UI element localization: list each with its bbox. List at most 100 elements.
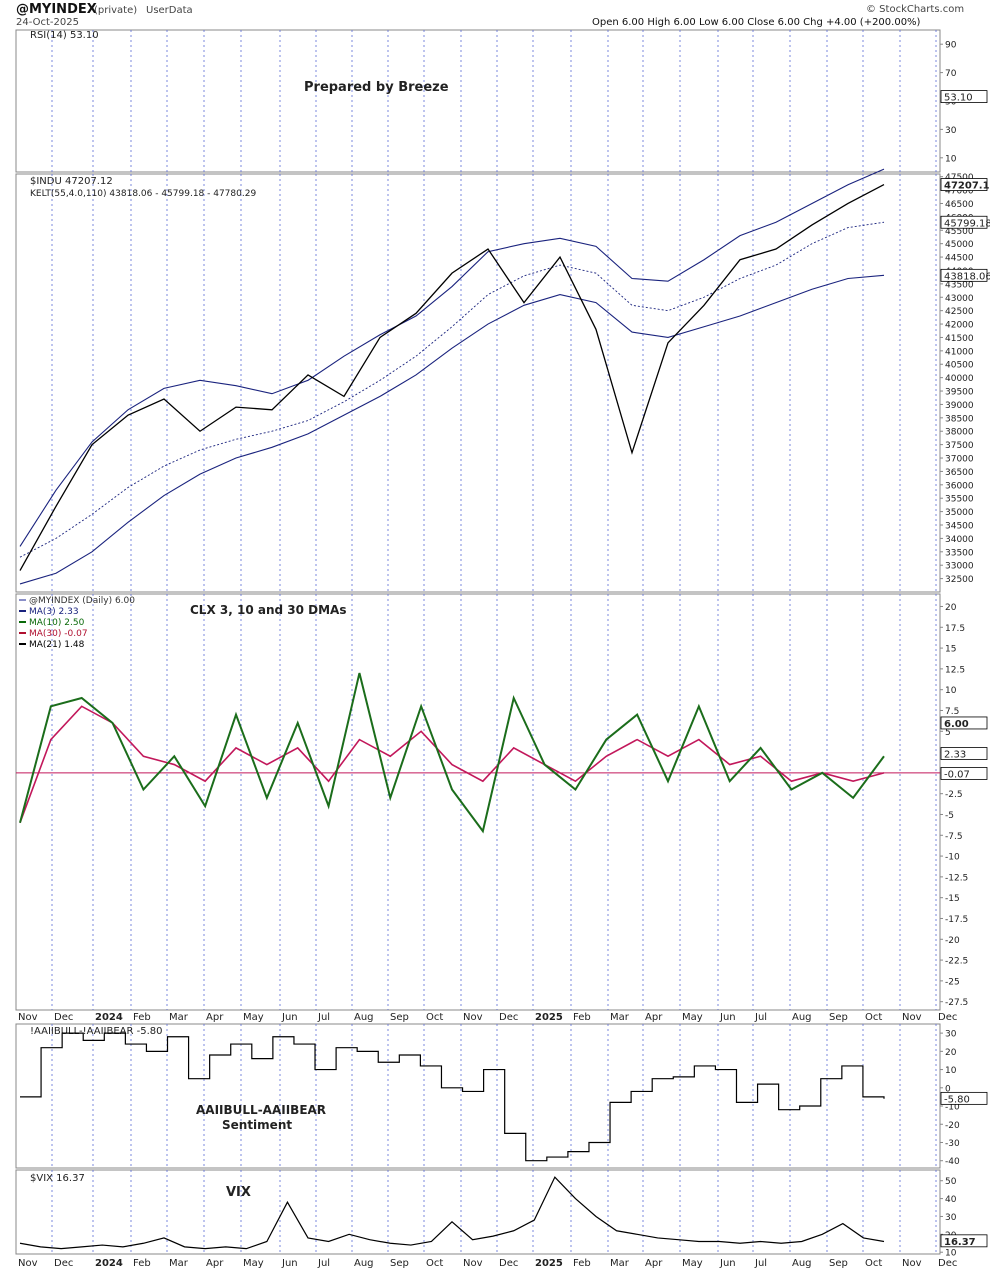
price-axis-tick-label: 33500 (945, 548, 974, 558)
clx-axis-tick-label: 20 (945, 603, 957, 613)
vix-x-axis-label: Nov (463, 1258, 483, 1269)
sentiment-axis-tick-label: 30 (945, 1030, 957, 1040)
clx-axis-tick-label: -2.5 (945, 790, 963, 800)
vix-axis-tick-label: 30 (945, 1213, 957, 1223)
vix-x-axis-label: Dec (499, 1258, 518, 1269)
ohlc-readout: Open 6.00 High 6.00 Low 6.00 Close 6.00 … (592, 17, 921, 28)
clx-x-axis-label: Oct (865, 1012, 882, 1023)
price-axis-tick-label: 36500 (945, 468, 974, 478)
price-axis-tick-label: 41000 (945, 347, 974, 357)
rsi-legend: RSI(14) 53.10 (30, 30, 99, 41)
vix-x-axis-label: Sep (390, 1258, 409, 1269)
price-line (19, 183, 885, 571)
chart-privacy: (private) (94, 5, 138, 16)
vix-x-axis-label: Feb (133, 1258, 151, 1269)
ma3-last-value: 2.33 (944, 749, 966, 760)
vix-x-axis-label: 2025 (535, 1258, 563, 1269)
price-axis-tick-label: 37000 (945, 455, 974, 465)
price-axis-tick-label: 42500 (945, 307, 974, 317)
price-axis-tick-label: 45000 (945, 240, 974, 250)
price-axis-tick-label: 43500 (945, 280, 974, 290)
panel-frame-clx (15, 593, 941, 1011)
clx-x-axis-label: Nov (18, 1012, 38, 1023)
vix-last-value-box (940, 1234, 988, 1248)
price-axis-tick-label: 32500 (945, 575, 974, 585)
price-axis-tick-label: 37500 (945, 441, 974, 451)
vix-last-value: 16.37 (944, 1237, 976, 1248)
price-axis-tick-label: 40000 (945, 374, 974, 384)
clx-axis-tick-label: -5 (945, 811, 954, 821)
kelt-middle-last-value-box (940, 215, 988, 229)
clx-legend-entry: MA(10) 2.50 (29, 618, 85, 628)
price-axis-tick-label: 42000 (945, 321, 974, 331)
price-axis-tick-label: 40500 (945, 361, 974, 371)
price-axis-tick-label: 35000 (945, 508, 974, 518)
vix-x-axis-label: 2024 (95, 1258, 123, 1269)
ma30-last-value: -0.07 (944, 769, 970, 780)
kelt-middle-last-value: 45799.18 (944, 218, 990, 229)
rsi-last-value: 53.10 (944, 93, 973, 104)
panel-frame-vix (15, 1169, 941, 1255)
sentiment-line (20, 1032, 885, 1162)
clx-legend-entry: MA(21) 1.48 (29, 640, 85, 650)
panel-frame-rsi (15, 29, 941, 173)
vix-x-axis-label: Oct (426, 1258, 443, 1269)
clx-legend-entry: MA(3) 2.33 (29, 607, 79, 617)
vix-x-axis-label: Feb (573, 1258, 591, 1269)
vix-x-axis-label: Jun (719, 1258, 736, 1269)
clx-x-axis-label: Apr (206, 1012, 224, 1023)
clx-axis-tick-label: 7.5 (945, 707, 959, 717)
rsi-axis-tick-label: 70 (945, 69, 957, 79)
clx-x-axis-label: Aug (792, 1012, 812, 1023)
clx-x-axis-label: Aug (354, 1012, 374, 1023)
clx-x-axis-label: May (243, 1012, 264, 1023)
clx-x-axis-label: Mar (610, 1012, 630, 1023)
clx-axis-tick-label: 12.5 (945, 665, 965, 675)
clx-last-value-box (940, 716, 988, 730)
clx-x-axis-label: Jun (719, 1012, 736, 1023)
stockcharts-watermark: © StockCharts.com (866, 4, 965, 15)
vix-axis-tick-label: 10 (945, 1249, 957, 1259)
panel-frame-price (15, 173, 941, 593)
rsi-last-value-box (940, 90, 988, 103)
price-axis-tick-label: 39000 (945, 401, 974, 411)
vix-x-axis-label: Aug (354, 1258, 374, 1269)
price-axis-tick-label: 43000 (945, 294, 974, 304)
vix-x-axis-label: Nov (18, 1258, 38, 1269)
clx-x-axis-label: Jul (754, 1012, 767, 1023)
vix-x-axis-label: Jul (754, 1258, 767, 1269)
clx-x-axis-label: Sep (829, 1012, 848, 1023)
clx-x-axis-label: Feb (573, 1012, 591, 1023)
vix-x-axis-label: Mar (610, 1258, 630, 1269)
price-axis-tick-label: 38500 (945, 414, 974, 424)
price-last-value-box (940, 178, 988, 191)
vix-x-axis-label: Nov (902, 1258, 922, 1269)
price-axis-tick-label: 39500 (945, 388, 974, 398)
clx-x-axis-label: Dec (499, 1012, 518, 1023)
clx-x-axis-label: Sep (390, 1012, 409, 1023)
clx-axis-tick-label: 5 (945, 728, 951, 738)
price-axis-tick-label: 34000 (945, 535, 974, 545)
ma30-last-value-box (940, 767, 988, 780)
rsi-axis-tick-label: 30 (945, 126, 957, 136)
sentiment-last-value: -5.80 (944, 1094, 970, 1105)
vix-legend: $VIX 16.37 (30, 1173, 85, 1184)
rsi-axis-tick-label: 90 (945, 41, 957, 51)
vix-x-axis-label: Aug (792, 1258, 812, 1269)
clx-axis-tick-label: -27.5 (945, 998, 968, 1008)
kelt-lower-line (19, 274, 885, 585)
price-axis-tick-label: 34500 (945, 522, 974, 532)
clx-axis-tick-label: -7.5 (945, 832, 963, 842)
sentiment-axis-tick-label: -40 (945, 1157, 960, 1167)
clx-legend-entry: MA(30) -0.07 (29, 629, 88, 639)
sentiment-axis-tick-label: -30 (945, 1139, 960, 1149)
clx-x-axis-label: Jul (317, 1012, 330, 1023)
clx-annotation: CLX 3, 10 and 30 DMAs (190, 603, 346, 617)
vix-axis-tick-label: 50 (945, 1177, 957, 1187)
clx-axis-tick-label: -15 (945, 894, 960, 904)
clx-axis-tick-label: -17.5 (945, 915, 968, 925)
price-axis-tick-label: 45500 (945, 227, 974, 237)
rsi-axis-tick-label: 10 (945, 154, 957, 164)
clx-x-axis-label: Mar (169, 1012, 189, 1023)
